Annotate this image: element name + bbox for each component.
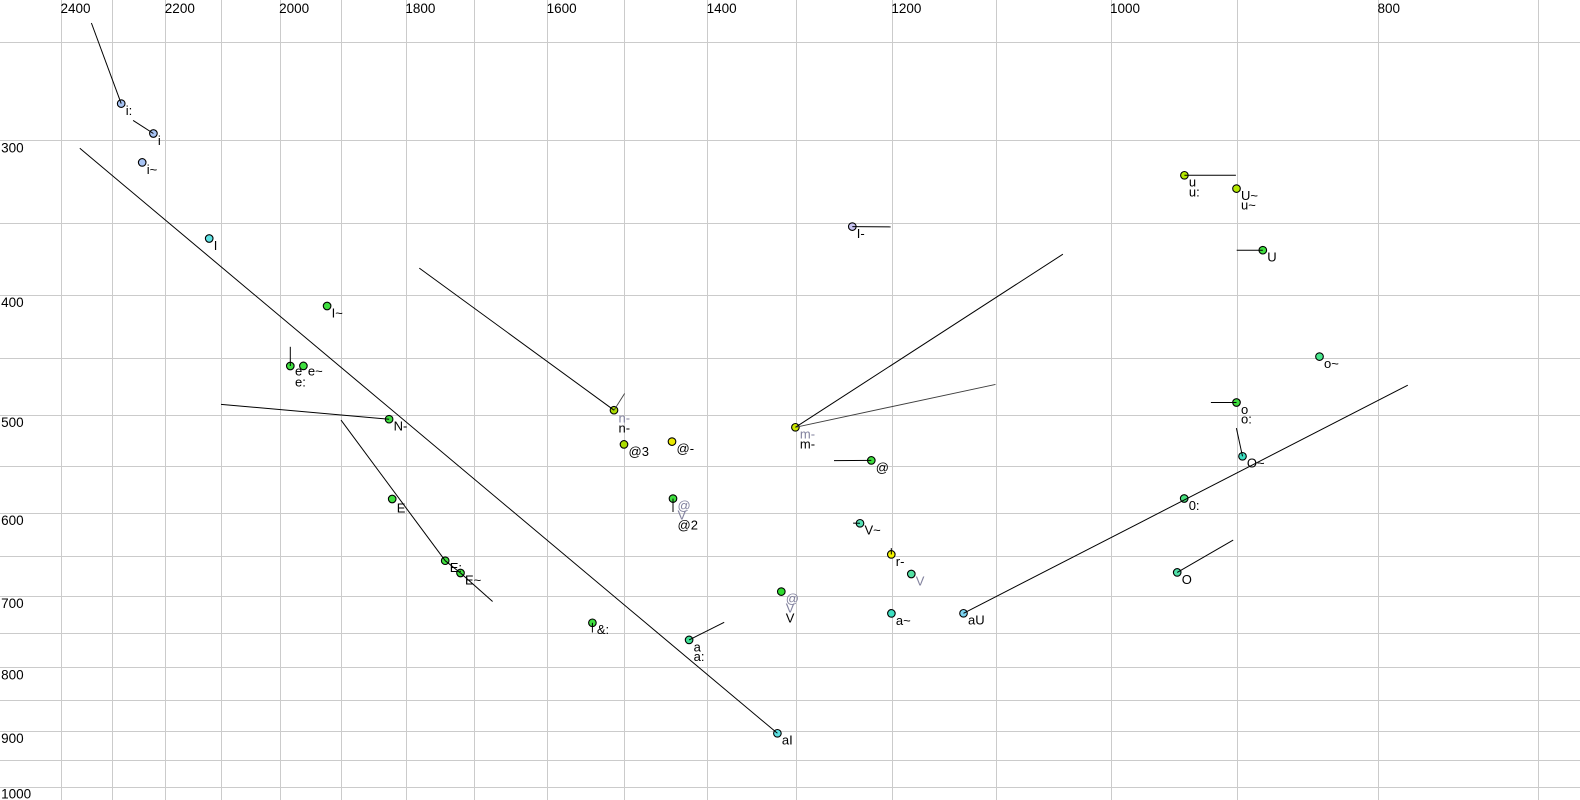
svg-text:500: 500 [1, 415, 24, 430]
svg-text:i~: i~ [147, 162, 158, 177]
svg-text:E~: E~ [465, 572, 482, 587]
svg-text:a~: a~ [896, 613, 911, 628]
svg-text:400: 400 [1, 295, 24, 310]
svg-text:&:: &: [597, 622, 609, 637]
svg-text:n-: n- [619, 420, 631, 435]
svg-text:1000: 1000 [1110, 1, 1140, 16]
svg-text:I: I [214, 238, 218, 253]
svg-text:1200: 1200 [891, 1, 921, 16]
svg-text:700: 700 [1, 596, 24, 611]
svg-text:e~: e~ [308, 364, 323, 379]
svg-text:1400: 1400 [707, 1, 737, 16]
svg-text:1600: 1600 [547, 1, 577, 16]
svg-text:i:: i: [126, 103, 133, 118]
svg-text:@2: @2 [678, 517, 698, 532]
svg-text:U~: U~ [1241, 188, 1258, 203]
svg-text:a:: a: [694, 649, 705, 664]
svg-text:m-: m- [800, 436, 815, 451]
svg-text:aI: aI [782, 733, 793, 748]
svg-text:600: 600 [1, 513, 24, 528]
svg-text:a: a [694, 639, 702, 654]
svg-text:@: @ [786, 591, 799, 606]
svg-text:u:: u: [1189, 184, 1200, 199]
svg-text:e:: e: [295, 374, 306, 389]
svg-text:2000: 2000 [279, 1, 309, 16]
svg-text:m-: m- [800, 427, 815, 442]
svg-text:900: 900 [1, 731, 24, 746]
svg-text:E: E [397, 500, 406, 515]
svg-text:i: i [158, 133, 161, 148]
svg-text:@-: @- [677, 441, 695, 456]
svg-text:V: V [678, 508, 687, 523]
svg-text:O~: O~ [1247, 456, 1265, 471]
svg-text:u: u [1189, 175, 1196, 190]
svg-text:aU: aU [968, 613, 985, 628]
svg-text:V~: V~ [865, 523, 882, 538]
svg-text:V: V [786, 601, 795, 616]
svg-text:0:: 0: [1189, 498, 1200, 513]
svg-text:800: 800 [1378, 1, 1401, 16]
svg-text:e: e [295, 364, 302, 379]
svg-text:@: @ [876, 460, 889, 475]
svg-text:N-: N- [394, 419, 408, 434]
svg-text:o~: o~ [1324, 356, 1339, 371]
svg-text:E:: E: [450, 560, 462, 575]
svg-text:U: U [1267, 250, 1276, 265]
svg-text:2400: 2400 [61, 1, 91, 16]
svg-text:n-: n- [619, 411, 631, 426]
svg-text:@: @ [678, 498, 691, 513]
svg-text:I~: I~ [332, 305, 344, 320]
svg-text:2200: 2200 [165, 1, 195, 16]
svg-text:O: O [1182, 572, 1192, 587]
svg-text:o:: o: [1241, 412, 1252, 427]
svg-text:o: o [1241, 402, 1248, 417]
svg-text:800: 800 [1, 668, 24, 683]
svg-text:1800: 1800 [405, 1, 435, 16]
svg-text:u~: u~ [1241, 198, 1256, 213]
svg-text:1000: 1000 [1, 787, 31, 800]
svg-text:I-: I- [857, 226, 865, 241]
svg-text:300: 300 [1, 140, 24, 155]
svg-text:r-: r- [896, 554, 905, 569]
svg-text:V: V [786, 610, 795, 625]
svg-text:@3: @3 [629, 444, 649, 459]
svg-text:V: V [916, 573, 925, 588]
